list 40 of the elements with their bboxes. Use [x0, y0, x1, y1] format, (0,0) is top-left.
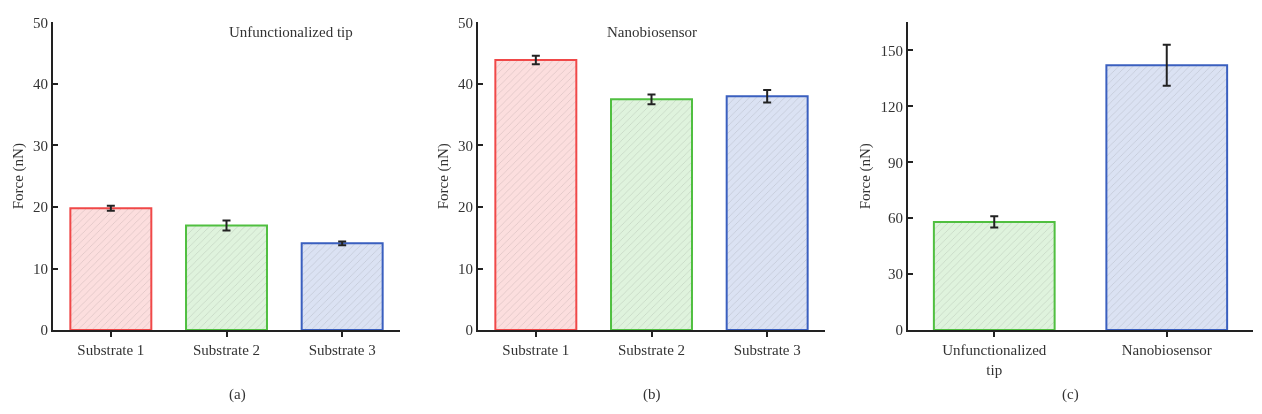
y-tick-label: 0 — [40, 322, 48, 339]
y-tick-label: 90 — [888, 154, 903, 171]
y-tick-label: 0 — [895, 322, 903, 339]
text: (b) — [643, 386, 661, 403]
y-axis-title: Force (nN) — [434, 143, 452, 210]
x-tick-label: Substrate 1 — [77, 342, 145, 359]
x-tick-label: Nanobiosensor — [1121, 342, 1212, 359]
y-tick-label: 120 — [880, 98, 903, 115]
chart-title: Unfunctionalized tip — [229, 24, 353, 40]
y-tick-label: 50 — [458, 14, 473, 31]
y-tick-label: 10 — [33, 260, 48, 277]
y-tick-label: 40 — [458, 76, 473, 93]
y-tick-label: 30 — [888, 266, 903, 283]
bar — [185, 224, 268, 331]
y-tick-label: 30 — [33, 137, 48, 154]
bar — [494, 58, 578, 331]
y-tick-label: 150 — [880, 42, 903, 59]
x-tick-label: Substrate 1 — [502, 342, 570, 359]
bar — [725, 95, 809, 331]
y-tick-label: 60 — [888, 210, 903, 227]
y-axis-title: Force (nN) — [9, 143, 27, 210]
x-tick-label: Substrate 2 — [192, 342, 261, 359]
x-tick-label: Substrate 3 — [733, 342, 801, 359]
chart-title: Nanobiosensor — [607, 24, 697, 40]
x-tick-label: Unfunctionalized tip — [942, 342, 1047, 378]
x-tick-label: Substrate 3 — [308, 342, 376, 359]
y-tick-label: 30 — [458, 137, 473, 154]
y-tick-label: 20 — [33, 199, 48, 216]
y-tick-label: 0 — [465, 322, 473, 339]
y-tick-label: 50 — [33, 14, 48, 31]
y-tick-label: 10 — [458, 260, 473, 277]
x-tick-label: Substrate 2 — [617, 342, 686, 359]
y-axis-title: Force (nN) — [857, 143, 875, 210]
bar — [300, 242, 384, 331]
y-tick-label: 40 — [33, 76, 48, 93]
bar — [69, 207, 153, 331]
y-tick-label: 20 — [458, 199, 473, 216]
bar — [610, 98, 693, 331]
text: (c) — [1062, 386, 1079, 403]
text: (a) — [229, 386, 246, 403]
